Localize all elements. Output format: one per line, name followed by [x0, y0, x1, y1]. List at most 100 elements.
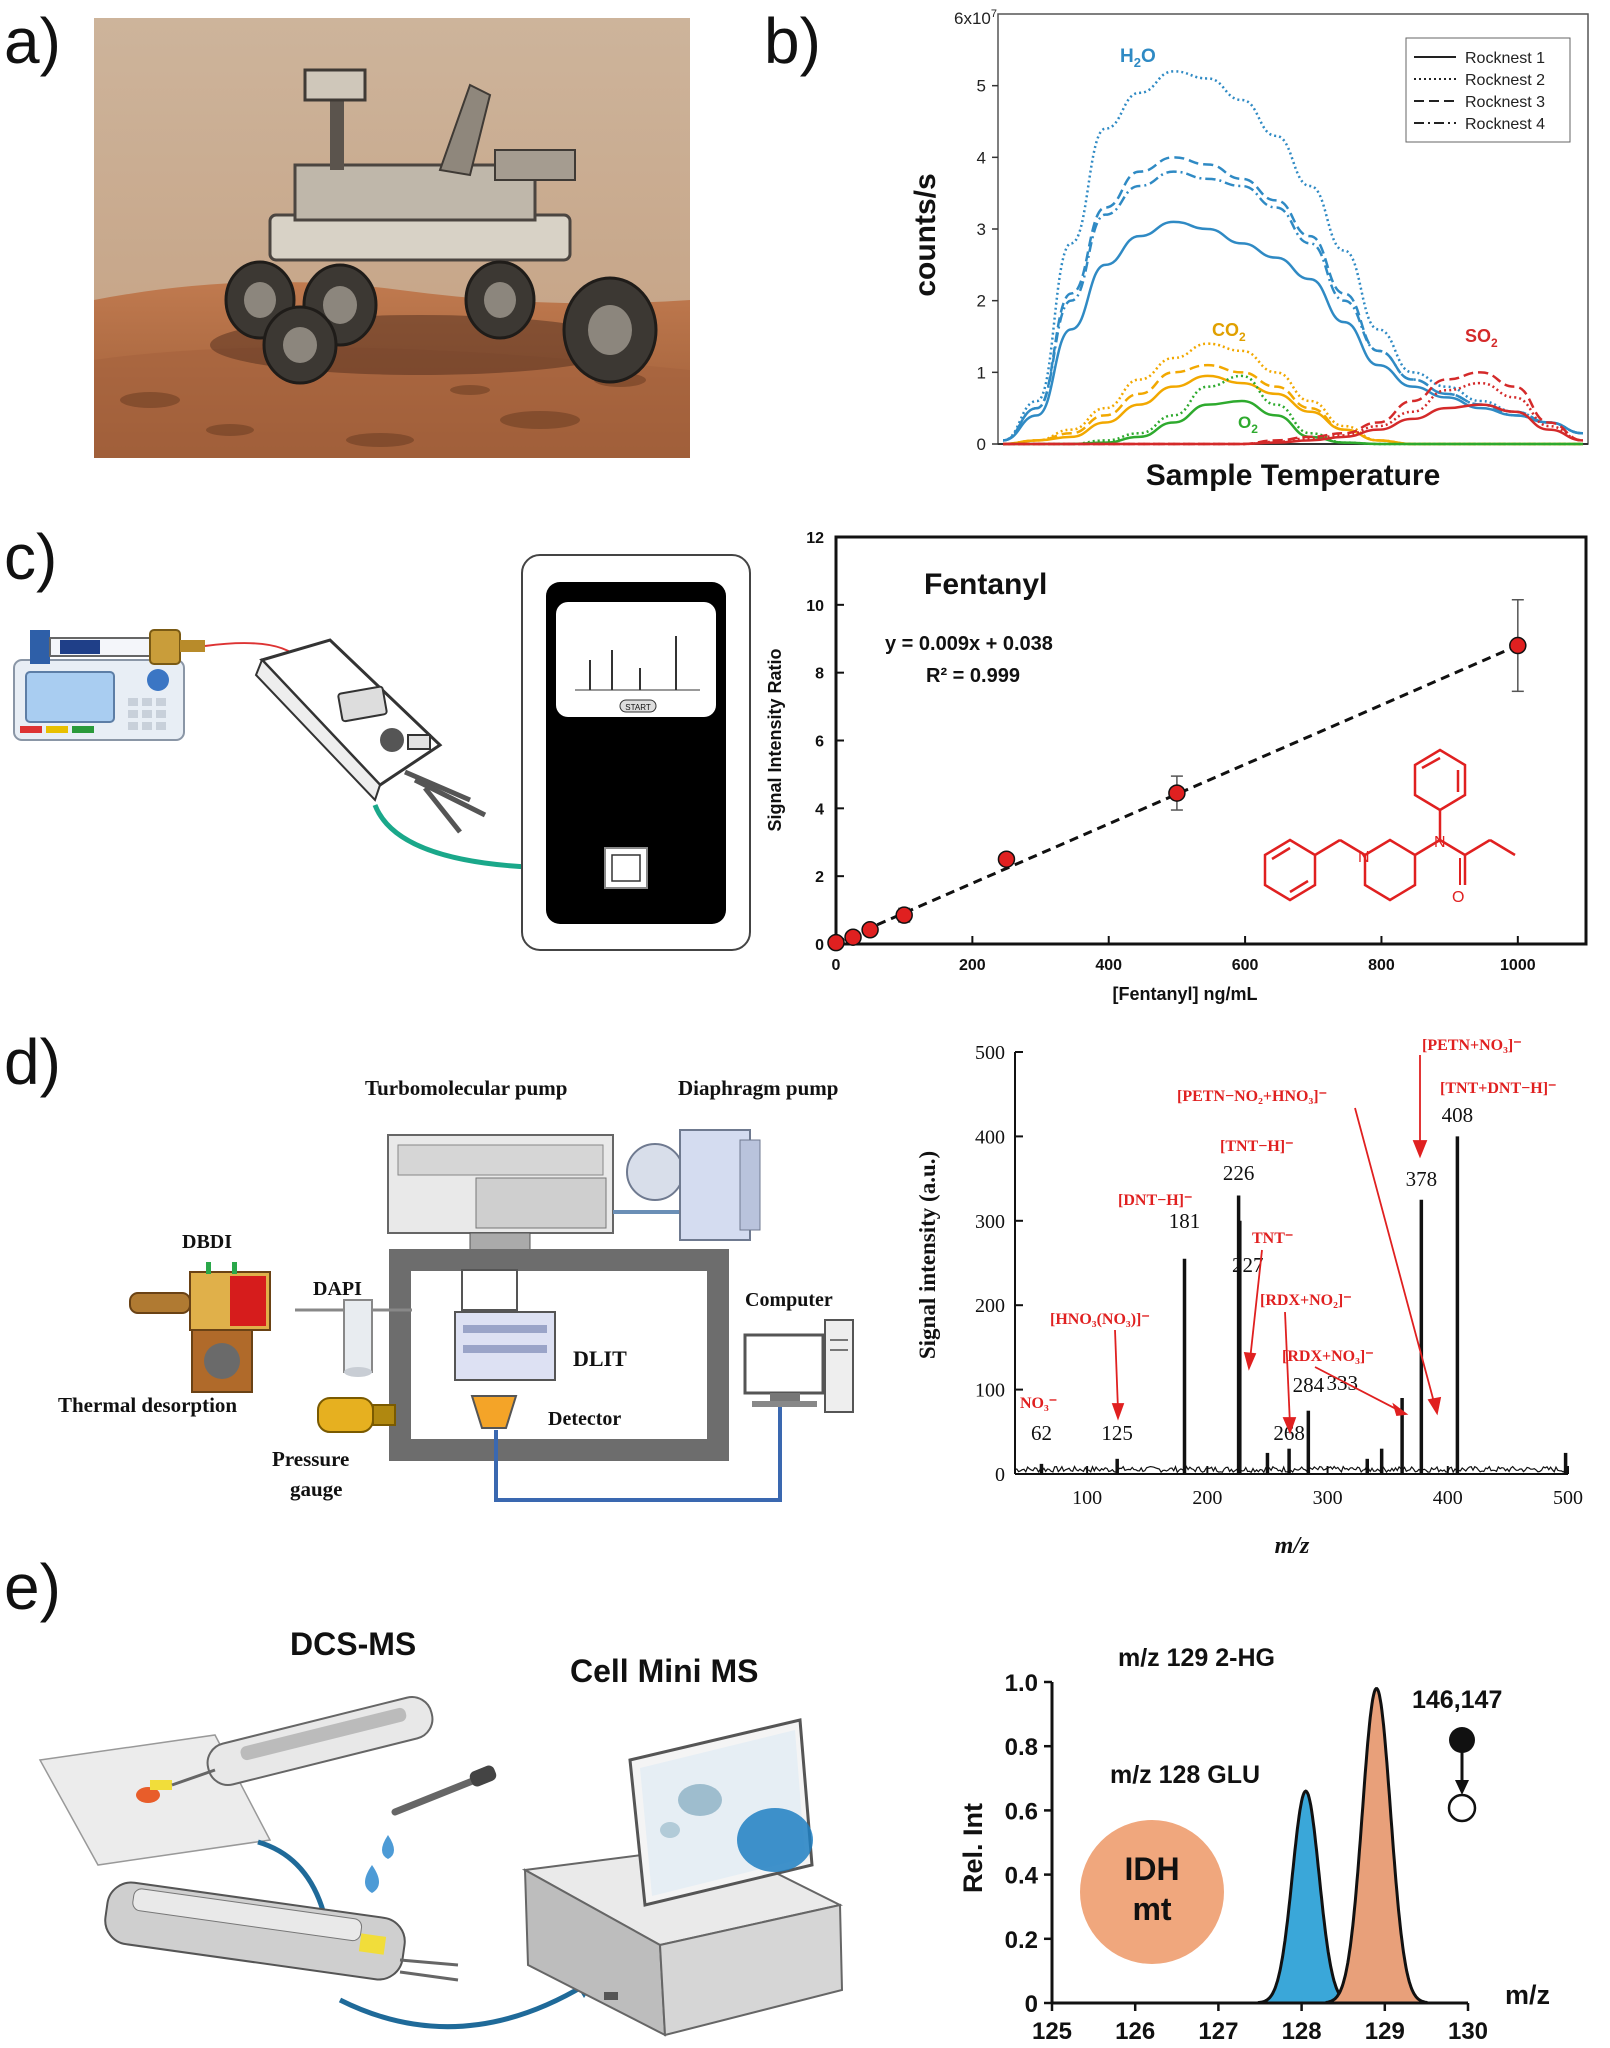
chart-b-ytick-label: 4 — [977, 148, 986, 167]
label-glu: m/z 128 GLU — [1110, 1761, 1260, 1789]
start-button-label: START — [625, 703, 651, 712]
chart-d-ytick-label: 500 — [975, 1042, 1005, 1064]
diaphragm-pump-icon — [626, 1143, 684, 1201]
panel-label-b: b) — [764, 5, 821, 77]
chart-d-xtick-label: 300 — [1313, 1487, 1343, 1509]
panel-label-e: e) — [4, 1551, 61, 1623]
idh-label-line2: mt — [1132, 1891, 1171, 1927]
chart-b-multiplier: 6x107 — [954, 8, 997, 28]
label-dapi: DAPI — [313, 1278, 362, 1300]
chart-b-ytick-label: 1 — [977, 363, 986, 382]
syringe-pump-icon — [13, 629, 205, 741]
chart-e-xtick-label: 129 — [1365, 2018, 1405, 2045]
chart-c-equation: y = 0.009x + 0.038 — [885, 633, 1053, 655]
chart-c-xtick-label: 1000 — [1500, 957, 1536, 974]
ion-petn-no2: [PETN−NO₂+HNO₃]⁻ — [1177, 1088, 1327, 1105]
dapi-valve-icon — [343, 1299, 373, 1373]
chart-b-ytick-label: 0 — [977, 435, 986, 454]
atom-n2: N — [1434, 834, 1446, 851]
label-thermal-desorption: Thermal desorption — [58, 1393, 237, 1417]
droplet-icon — [365, 1835, 394, 1893]
chart-c-point — [844, 928, 862, 946]
chart-d-ytick-label: 400 — [975, 1126, 1005, 1148]
ion-no3: NO₃⁻ — [1020, 1395, 1057, 1412]
label-computer: Computer — [745, 1289, 833, 1311]
legend-rocknest-1: Rocknest 1 — [1465, 50, 1545, 67]
chart-e-xtick-label: 126 — [1115, 2018, 1155, 2045]
chart-e-peak-2hg — [1325, 1687, 1428, 2005]
series-h2o-rocknest-1 — [1002, 220, 1584, 442]
chart-d: 100 200 300 400 500 0 100 200 300 400 500 Signal i… — [915, 1037, 1583, 1559]
chart-d-xtick-label: 100 — [1072, 1487, 1102, 1509]
label-o2: O2 — [1238, 413, 1258, 436]
chart-d-xtick-label: 200 — [1192, 1487, 1222, 1509]
chart-c-title: Fentanyl — [924, 568, 1047, 601]
chart-e-xtick-label: 130 — [1448, 2018, 1488, 2045]
chart-c-point — [997, 850, 1016, 868]
label-dcs-ms: DCS-MS — [290, 1626, 416, 1662]
chart-d-baseline — [1014, 1465, 1567, 1474]
atom-n1: N — [1358, 849, 1370, 866]
handheld-ion-source-icon — [254, 638, 487, 834]
chart-c-xtick-label: 600 — [1232, 957, 1259, 974]
chart-c-point — [827, 933, 845, 952]
ion-rdx-no3: [RDX+NO₃]⁻ — [1282, 1348, 1374, 1365]
chart-d-peak-label: 378 — [1406, 1167, 1438, 1191]
dcs-probe-icon — [171, 1696, 434, 1787]
dbdi-source-icon — [129, 1262, 271, 1393]
chart-d-peak-label: 227 — [1232, 1253, 1264, 1277]
chart-b-ylabel: counts/s — [909, 173, 942, 296]
series-o2-rocknest-1 — [1003, 399, 1583, 446]
ion-tnt: TNT⁻ — [1252, 1230, 1293, 1247]
chart-c-point — [1168, 784, 1186, 802]
chart-c-ylabel: Signal Intensity Ratio — [765, 648, 785, 831]
chart-e: m/z 129 2-HG m/z 128 GLU 146,147 IDH mt … — [958, 1644, 1550, 2045]
chart-c-point — [861, 921, 879, 939]
chart-e-xtick-label: 125 — [1032, 2018, 1072, 2045]
chart-c-ytick-label: 8 — [815, 666, 824, 683]
pressure-gauge-icon — [317, 1397, 396, 1433]
label-2hg: m/z 129 2-HG — [1118, 1644, 1275, 1672]
chart-e-ytick-label: 0.8 — [1005, 1734, 1038, 1761]
chart-d-xtick-label: 400 — [1433, 1487, 1463, 1509]
chart-e-xtick-label: 128 — [1282, 2018, 1322, 2045]
ms-schematic: Turbomolecular pump Diaphragm pump DLIT … — [58, 1076, 854, 1502]
chart-d-xtick-label: 500 — [1553, 1487, 1583, 1509]
series-so2-rocknest-1 — [1003, 403, 1584, 446]
chart-c-ytick-label: 12 — [806, 530, 824, 547]
panel-label-a: a) — [4, 5, 61, 77]
idh-label-line1: IDH — [1124, 1851, 1179, 1887]
chart-c-xlabel: [Fentanyl] ng/mL — [1113, 984, 1258, 1004]
pipette-icon — [391, 1765, 497, 1816]
chart-b-ytick-label: 5 — [977, 77, 986, 96]
ion-petn-no3: [PETN+NO₃]⁻ — [1422, 1037, 1522, 1054]
vacuum-chamber — [389, 1249, 729, 1461]
series-so2-rocknest-2 — [1003, 381, 1584, 446]
series-h2o-rocknest-2 — [1002, 70, 1584, 442]
chart-e-ylabel: Rel. Int — [958, 1803, 988, 1893]
chart-c-ytick-label: 2 — [815, 869, 824, 886]
cell-mini-ms-device-icon — [521, 1718, 844, 2037]
pathway-open-node — [1447, 1793, 1477, 1823]
label-pressure: Pressure — [272, 1447, 349, 1471]
chart-e-peak-glu — [1257, 1789, 1355, 2005]
ion-dnt: [DNT−H]⁻ — [1118, 1192, 1192, 1209]
chart-d-peak-label: 181 — [1169, 1209, 1201, 1233]
ion-tnt-h: [TNT−H]⁻ — [1220, 1138, 1294, 1155]
chart-c-ytick-label: 10 — [806, 598, 824, 615]
mars-rover-photo — [94, 18, 690, 458]
label-turbomolecular-pump: Turbomolecular pump — [365, 1076, 567, 1100]
chart-e-ytick-label: 0.6 — [1005, 1798, 1038, 1825]
chart-b: 0 1 2 3 4 5 6x107 counts/s Sample Temperature… — [909, 8, 1589, 492]
fentanyl-molecule-icon — [1263, 748, 1516, 902]
chart-c-r2: R² = 0.999 — [926, 665, 1020, 687]
chart-e-ytick-label: 1.0 — [1005, 1670, 1038, 1697]
chart-b-ytick-label: 2 — [977, 292, 986, 311]
label-dbdi: DBDI — [182, 1231, 232, 1253]
atom-o: O — [1452, 889, 1464, 906]
label-so2: SO2 — [1465, 326, 1498, 350]
chart-d-ytick-label: 100 — [975, 1380, 1005, 1402]
label-h2o: H2O — [1120, 46, 1156, 70]
ion-rdx-no2: [RDX+NO₂]⁻ — [1260, 1292, 1352, 1309]
chart-d-peak-label: 62 — [1031, 1421, 1052, 1445]
